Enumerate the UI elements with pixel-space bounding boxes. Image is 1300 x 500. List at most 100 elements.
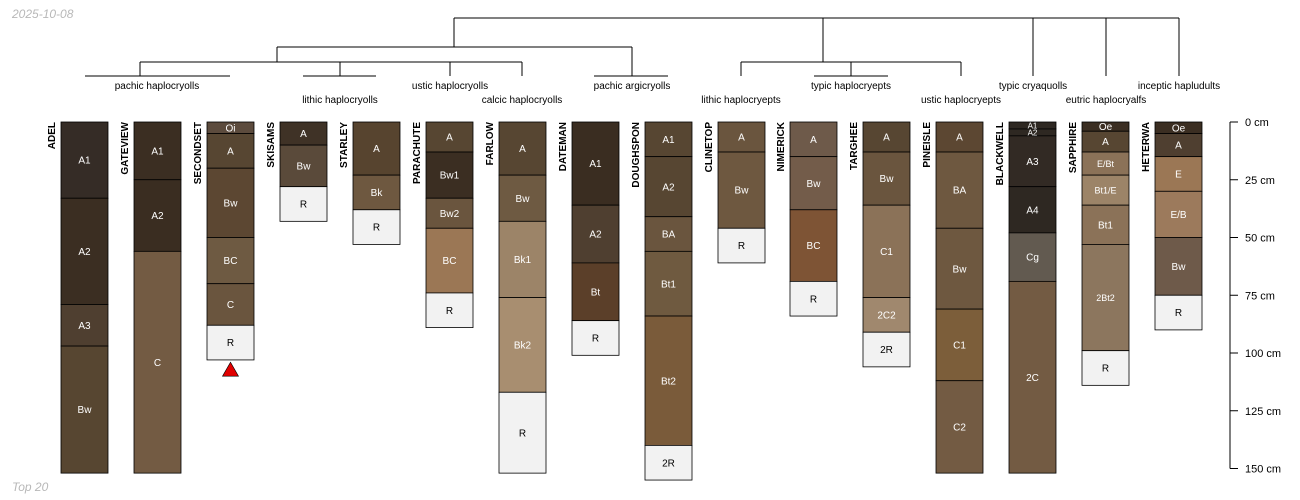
horizon-label: Oe: [1172, 123, 1186, 134]
horizon-label: C: [154, 358, 161, 369]
dendrogram-label: inceptic hapludults: [1138, 81, 1220, 92]
horizon: [789, 280, 838, 317]
horizon: [571, 262, 620, 322]
profile-name: ADEL: [47, 122, 58, 149]
horizon: [571, 320, 620, 356]
horizon: [1008, 280, 1057, 474]
horizon: [425, 292, 474, 328]
horizon-label: E/B: [1170, 210, 1186, 221]
horizon-label: Oi: [226, 123, 236, 134]
horizon-label: R: [519, 428, 526, 439]
horizon-label: Bw: [735, 186, 750, 197]
horizon: [935, 121, 984, 153]
dendrogram-label: calcic haplocryolls: [482, 95, 563, 106]
dendrogram-label: typic haplocryepts: [811, 81, 891, 92]
dendrogram-labels: pachic haplocryolls lithic haplocryolls us…: [115, 81, 1220, 106]
horizon: [644, 250, 693, 317]
horizon-label: Bw: [1172, 262, 1187, 273]
dendrogram-label: pachic haplocryolls: [115, 81, 200, 92]
profile-starley: STARLEY A Bk R: [339, 121, 401, 245]
horizon-label: R: [300, 200, 307, 211]
horizon: [644, 216, 693, 252]
horizon-label: Oe: [1099, 122, 1113, 133]
horizon-label: A: [956, 133, 963, 144]
horizon-label: E/Bt: [1097, 159, 1115, 169]
horizon-label: C2: [953, 423, 966, 434]
date-stamp: 2025-10-08: [12, 7, 74, 21]
profile-skisams: SKISAMS A Bw R: [266, 121, 328, 222]
horizon: [935, 380, 984, 474]
horizon: [133, 121, 182, 181]
horizon-label: A2: [151, 211, 164, 222]
horizon: [862, 204, 911, 298]
dendrogram-label: lithic haplocryolls: [302, 95, 378, 106]
profile-secondset: SECONDSET Oi A Bw BC C R: [193, 121, 255, 377]
horizon-label: Bt2: [661, 376, 676, 387]
horizon: [935, 151, 984, 229]
horizon-label: BC: [807, 241, 821, 252]
horizon-label: 2C2: [877, 310, 896, 321]
axis-tick-label: 125 cm: [1245, 406, 1281, 418]
dendrogram-label: lithic haplocryepts: [701, 95, 780, 106]
horizon: [862, 121, 911, 153]
horizon: [935, 308, 984, 382]
axis-tick-label: 150 cm: [1245, 464, 1281, 476]
horizon: [862, 297, 911, 333]
horizon: [60, 304, 109, 347]
horizon: [1154, 294, 1203, 331]
depth-marker: [221, 361, 240, 377]
axis-tick-label: 50 cm: [1245, 233, 1275, 245]
horizon-label: A2: [1028, 128, 1038, 137]
horizon-label: Bw: [880, 174, 895, 185]
profile-name: SKISAMS: [266, 122, 277, 168]
horizon-label: R: [592, 334, 599, 345]
horizon: [206, 237, 255, 285]
horizon: [206, 167, 255, 238]
horizon-label: Cg: [1026, 253, 1039, 264]
horizon-label: Bw: [224, 198, 239, 209]
profile-name: NIMERICK: [776, 121, 787, 171]
dendrogram-branch: [276, 46, 633, 76]
profile-heterwa: HETERWA Oe A E E/B Bw R: [1141, 121, 1203, 331]
horizon-label: Bk1: [514, 255, 532, 266]
horizon: [60, 345, 109, 474]
profile-farlow: FARLOW A Bw Bk1 Bk2 R: [485, 121, 547, 474]
horizon-label: Bt1: [1098, 220, 1113, 231]
horizon-label: Bk: [371, 188, 384, 199]
horizon: [352, 121, 401, 176]
dendrogram-branch: [303, 61, 668, 77]
horizon-label: Bk2: [514, 341, 532, 352]
horizon: [644, 156, 693, 218]
profile-name: TARGHEE: [849, 122, 860, 170]
horizon-label: C: [227, 300, 234, 311]
horizon: [1008, 135, 1057, 188]
horizon-label: R: [446, 306, 453, 317]
horizon-label: Bw: [297, 161, 312, 172]
horizon-label: R: [373, 223, 380, 234]
horizon-label: BA: [953, 186, 967, 197]
profile-name: PINEISLE: [922, 122, 933, 168]
dendrogram-branch: [740, 61, 962, 77]
dendrogram-label: pachic argicryolls: [594, 81, 671, 92]
profile-pineisle: PINEISLE A BA Bw C1 C2: [922, 121, 984, 474]
profile-name: CLINETOP: [704, 122, 715, 173]
profile-dateman: DATEMAN A1 A2 Bt R: [558, 121, 620, 356]
horizon-label: R: [738, 241, 745, 252]
dendrogram-label: ustic haplocryolls: [412, 81, 488, 92]
profile-name: PARACHUTE: [412, 122, 423, 184]
horizon-label: A2: [589, 230, 602, 241]
horizon-label: Bw: [78, 405, 93, 416]
profile-name: FARLOW: [485, 121, 496, 165]
horizon: [862, 151, 911, 206]
horizon-label: A: [810, 135, 817, 146]
profile-clinetop: CLINETOP A Bw R: [704, 121, 766, 264]
profile-nimerick: NIMERICK A Bw BC R: [776, 121, 838, 317]
horizon-label: R: [1175, 308, 1182, 319]
horizon: [425, 121, 474, 153]
dendrogram-label: ustic haplocryepts: [921, 95, 1001, 106]
dendrogram-branch: [85, 61, 451, 77]
horizon: [498, 174, 547, 222]
horizon: [498, 220, 547, 298]
